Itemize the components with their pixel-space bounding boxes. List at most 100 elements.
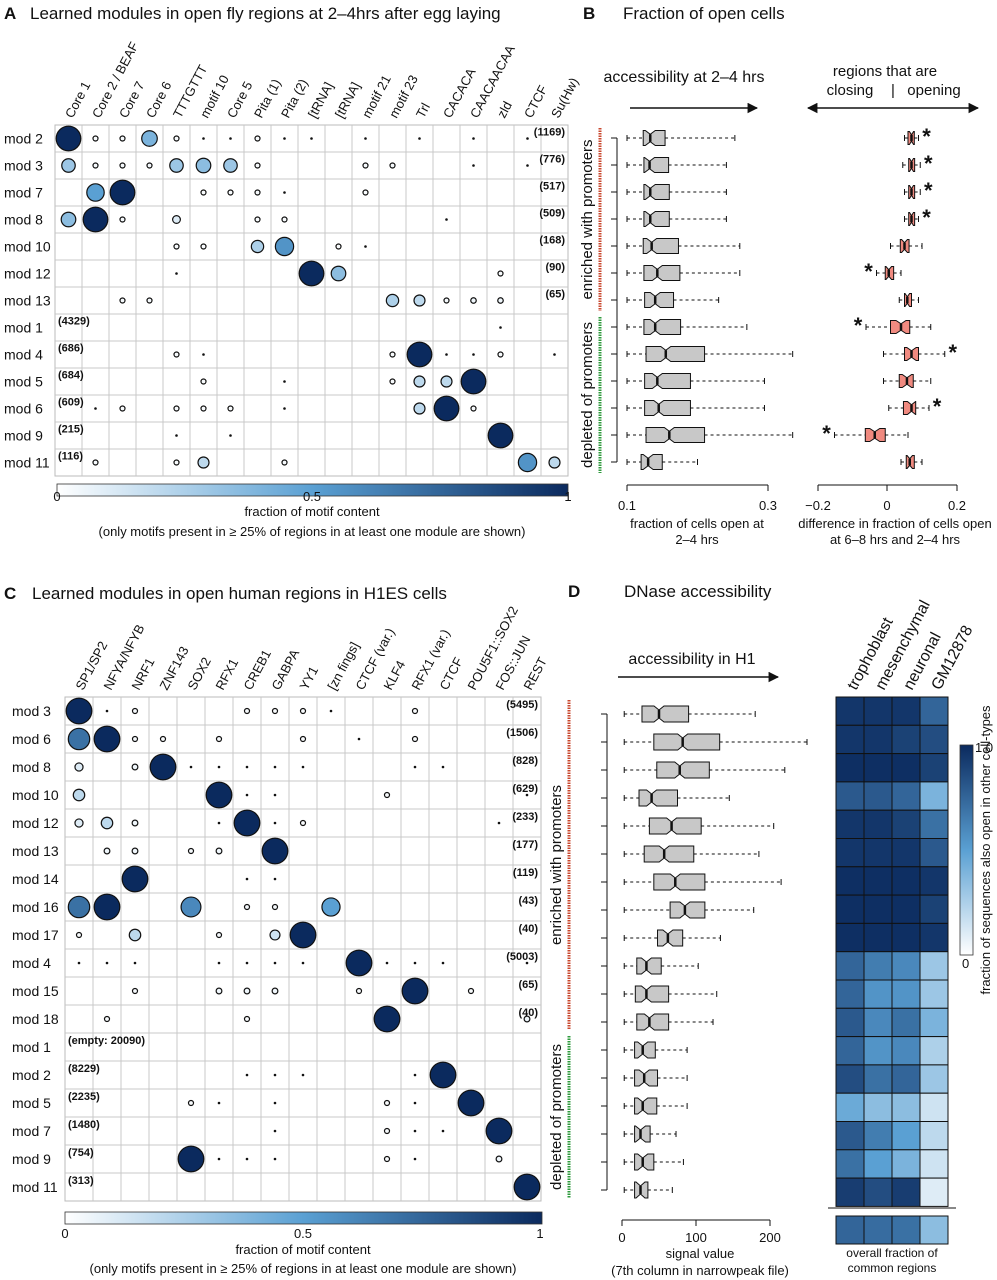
box [643,211,670,227]
motif-dot [413,1157,417,1161]
heat-cell [863,951,893,981]
motif-dot [245,1073,249,1077]
heat-cell [891,1177,921,1207]
module-count: (1506) [506,727,538,739]
heat-cell [863,1121,893,1151]
panel-b-letter: B [583,4,595,23]
overall-label: overall fraction of common regions [846,1246,938,1275]
motif-circle [362,189,369,196]
row-label: mod 8 [4,212,43,228]
heat-cell [863,838,893,868]
box [648,817,702,835]
heat-cell [919,1092,949,1122]
heat-cell [891,1149,921,1179]
motif-circle [299,707,307,715]
motif-dot [413,961,417,965]
heat-cell [919,781,949,811]
motif-circle [173,459,180,466]
box [636,957,662,975]
motif-dot [418,137,421,140]
row-label: mod 16 [12,899,59,915]
panel-b-title: Fraction of open cells [623,4,785,23]
motif-dot [525,793,529,797]
motif-dot [441,961,445,965]
heat-cell [891,781,921,811]
motif-circle [495,1155,503,1163]
module-count: (684) [58,370,84,382]
heat-cell [919,724,949,755]
heat-cell [863,894,893,924]
heat-cell [835,753,865,783]
panel-c-colorbar-label: fraction of motif content [235,1242,371,1257]
box [634,1153,655,1171]
row-label: mod 8 [12,759,51,775]
panel-b-left-tick: 0.1 [618,498,636,513]
heat-cell [835,781,865,811]
row-label: mod 2 [12,1067,51,1083]
motif-circle [223,158,238,173]
module-count: (609) [58,397,84,409]
box [642,238,679,254]
motif-circle [215,847,223,855]
panel-b-right-header-sep: | [891,82,895,99]
box [640,454,663,470]
heat-cell [863,866,893,896]
motif-circle [131,819,139,827]
heat-cell [891,753,921,783]
motif-dot [105,961,109,965]
box [642,130,666,146]
row-label: mod 12 [12,815,59,831]
panel-a-colorbar-tick: 1 [564,489,571,504]
box [634,1041,656,1059]
overall-cell [863,1215,893,1245]
heat-cell [835,866,865,896]
panel-d-colorbar-tick: 0 [962,956,969,971]
motif-circle [75,931,83,939]
panel-c-colorbar [64,1211,543,1225]
motif-circle [92,459,99,466]
row-label: mod 11 [12,1179,58,1195]
motif-circle [149,753,177,781]
heat-cell [863,1177,893,1207]
module-count: (776) [539,154,565,166]
column-label: zld [494,99,515,121]
box [643,157,670,173]
heat-cell [891,1036,921,1066]
motif-circle [383,1099,391,1107]
row-label: mod 3 [12,703,51,719]
box [656,761,710,779]
heat-cell [835,809,865,840]
module-count: (233) [512,811,538,823]
motif-dot [217,1101,221,1105]
group-label: depleted of promoters [548,1044,565,1190]
heat-cell [919,1036,949,1066]
motif-circle [67,727,91,751]
module-count: (686) [58,343,84,355]
heat-cell [919,979,949,1009]
heat-cell [863,1064,893,1094]
motif-circle [299,735,307,743]
panel-c-colorbar-tick: 1 [536,1226,543,1241]
row-label: mod 10 [12,787,59,803]
box [638,789,678,807]
motif-dot [364,245,367,248]
motif-circle [173,135,180,142]
motif-circle [131,987,139,995]
motif-dot [273,765,277,769]
module-count: (177) [512,839,538,851]
motif-circle [131,707,139,715]
heat-cell [863,753,893,783]
motif-circle [243,987,251,995]
panel-a-colorbar-label: fraction of motif content [244,504,380,519]
motif-dot [445,353,448,356]
motif-circle [233,809,261,837]
heat-cell [863,1092,893,1122]
panel-d-boxplots [601,705,808,1226]
motif-dot [472,137,475,140]
module-count: (119) [513,867,538,879]
module-count: (1169) [534,127,566,139]
panel-b-left-header-text: accessibility at 2–4 hrs [604,69,765,86]
heat-cell [919,753,949,783]
motif-circle [109,179,136,206]
heat-cell [919,922,949,953]
